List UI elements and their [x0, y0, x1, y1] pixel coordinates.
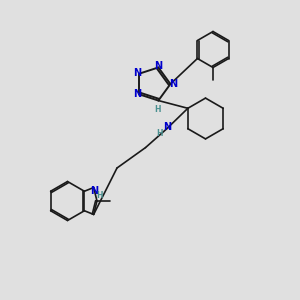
Text: N: N — [169, 79, 177, 89]
Text: H: H — [157, 129, 163, 138]
Text: H: H — [96, 191, 102, 200]
Text: N: N — [163, 122, 171, 133]
Text: N: N — [134, 68, 142, 78]
Text: N: N — [90, 186, 98, 196]
Text: H: H — [155, 105, 161, 114]
Text: N: N — [154, 61, 162, 71]
Text: N: N — [134, 89, 142, 99]
